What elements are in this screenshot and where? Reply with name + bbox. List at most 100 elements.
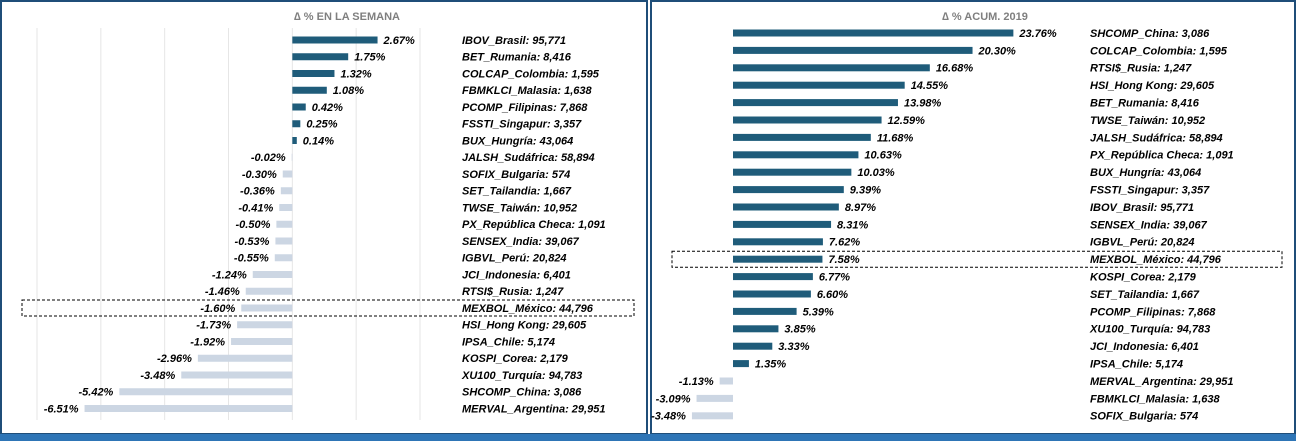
- value-label: -5.42%: [78, 387, 113, 399]
- bar: [291, 153, 293, 161]
- bar: [292, 137, 297, 144]
- category-label: FSSTI_Singapur: 3,357: [1090, 185, 1210, 197]
- bar: [292, 86, 327, 94]
- value-label: -1.73%: [196, 320, 231, 332]
- value-label: -2.96%: [157, 353, 192, 365]
- category-label: SENSEX_India: 39,067: [462, 236, 580, 248]
- category-label: SENSEX_India: 39,067: [1090, 219, 1208, 231]
- bar: [292, 103, 306, 111]
- category-label: JALSH_Sudáfrica: 58,894: [1090, 132, 1223, 144]
- bar: [733, 203, 839, 211]
- value-label: -0.02%: [251, 152, 286, 164]
- category-label: IGBVL_Perú: 20,824: [1090, 237, 1195, 249]
- category-label: SET_Tailandia: 1,667: [1090, 289, 1200, 301]
- bar: [119, 388, 293, 396]
- value-label: 3.33%: [778, 341, 809, 353]
- category-label: PCOMP_Filipinas: 7,868: [1090, 306, 1216, 318]
- value-label: 23.76%: [1018, 28, 1057, 40]
- bar: [292, 70, 335, 77]
- bar: [275, 237, 293, 245]
- value-label: 1.35%: [755, 359, 786, 371]
- bar: [282, 170, 293, 178]
- value-label: 3.85%: [784, 324, 815, 336]
- category-label: BET_Rumania: 8,416: [462, 52, 572, 64]
- value-label: 10.03%: [857, 167, 895, 179]
- chart-title: ∆ % EN LA SEMANA: [294, 11, 400, 23]
- bar: [280, 187, 293, 195]
- category-label: MERVAL_Argentina: 29,951: [1090, 376, 1233, 388]
- category-label: FSSTI_Singapur: 3,357: [462, 119, 582, 131]
- category-label: FBMKLCI_Malasia: 1,638: [1090, 393, 1220, 405]
- value-label: 5.39%: [803, 306, 834, 318]
- value-label: -0.36%: [240, 186, 275, 198]
- bar: [733, 342, 773, 350]
- bar: [733, 220, 832, 228]
- value-label: 0.25%: [306, 119, 337, 131]
- bottom-band: [0, 434, 1296, 441]
- bar: [733, 151, 859, 159]
- category-label: JALSH_Sudáfrica: 58,894: [462, 152, 595, 164]
- bar: [733, 46, 973, 54]
- bar: [252, 271, 293, 278]
- value-label: 6.60%: [817, 289, 848, 301]
- value-label: 10.63%: [864, 150, 902, 162]
- bar: [719, 377, 733, 385]
- value-label: 1.75%: [354, 52, 385, 64]
- category-label: SOFIX_Bulgaria: 574: [1090, 411, 1198, 423]
- value-label: 0.14%: [303, 135, 334, 147]
- category-label: KOSPI_Corea: 2,179: [1090, 272, 1197, 284]
- value-label: -3.48%: [651, 411, 686, 423]
- bar: [292, 120, 301, 128]
- bar: [231, 338, 293, 345]
- category-label: XU100_Turquía: 94,783: [1089, 324, 1210, 336]
- category-label: TWSE_Taiwán: 10,952: [462, 202, 577, 214]
- value-label: -1.92%: [190, 336, 225, 348]
- bar: [276, 220, 293, 228]
- highlight-box: [671, 250, 1283, 268]
- value-label: -0.50%: [236, 219, 271, 231]
- category-label: FBMKLCI_Malasia: 1,638: [462, 85, 592, 97]
- bar: [181, 371, 293, 379]
- category-label: MEXBOL_México: 44,796: [1090, 254, 1222, 266]
- category-label: PCOMP_Filipinas: 7,868: [462, 102, 588, 114]
- category-label: SET_Tailandia: 1,667: [462, 186, 572, 198]
- bar: [241, 304, 293, 312]
- bar: [733, 255, 823, 263]
- value-label: -1.24%: [212, 269, 247, 281]
- bar: [274, 254, 293, 262]
- chart-title: ∆ % ACUM. 2019: [942, 11, 1028, 23]
- category-label: SOFIX_Bulgaria: 574: [462, 169, 570, 181]
- category-label: PX_República Checa: 1,091: [1090, 150, 1234, 162]
- category-label: HSI_Hong Kong: 29,605: [462, 320, 587, 332]
- bar: [733, 238, 823, 246]
- bar: [292, 53, 349, 61]
- bar: [84, 405, 293, 412]
- category-label: BUX_Hungría: 43,064: [1090, 167, 1201, 179]
- bar: [733, 168, 852, 176]
- value-label: 8.31%: [837, 219, 868, 231]
- value-label: 7.58%: [828, 254, 859, 266]
- value-label: 6.77%: [819, 272, 850, 284]
- value-label: 14.55%: [911, 80, 949, 92]
- bar: [733, 116, 882, 124]
- bar: [733, 325, 779, 333]
- category-label: MERVAL_Argentina: 29,951: [462, 403, 605, 415]
- value-label: -0.53%: [235, 236, 270, 248]
- value-label: 9.39%: [850, 185, 881, 197]
- category-label: RTSI$_Rusia: 1,247: [1090, 63, 1192, 75]
- category-label: IPSA_Chile: 5,174: [1090, 359, 1183, 371]
- category-label: JCI_Indonesia: 6,401: [1090, 341, 1199, 353]
- category-label: HSI_Hong Kong: 29,605: [1090, 80, 1215, 92]
- value-label: -0.30%: [242, 169, 277, 181]
- value-label: -6.51%: [44, 403, 79, 415]
- category-label: MEXBOL_México: 44,796: [462, 303, 594, 315]
- bar: [237, 321, 293, 329]
- value-label: 16.68%: [936, 63, 974, 75]
- value-label: -3.09%: [656, 393, 691, 405]
- category-label: KOSPI_Corea: 2,179: [462, 353, 569, 365]
- bar: [733, 360, 749, 368]
- bar: [696, 394, 733, 402]
- category-label: PX_República Checa: 1,091: [462, 219, 606, 231]
- category-label: IGBVL_Perú: 20,824: [462, 253, 567, 265]
- category-label: BUX_Hungría: 43,064: [462, 135, 573, 147]
